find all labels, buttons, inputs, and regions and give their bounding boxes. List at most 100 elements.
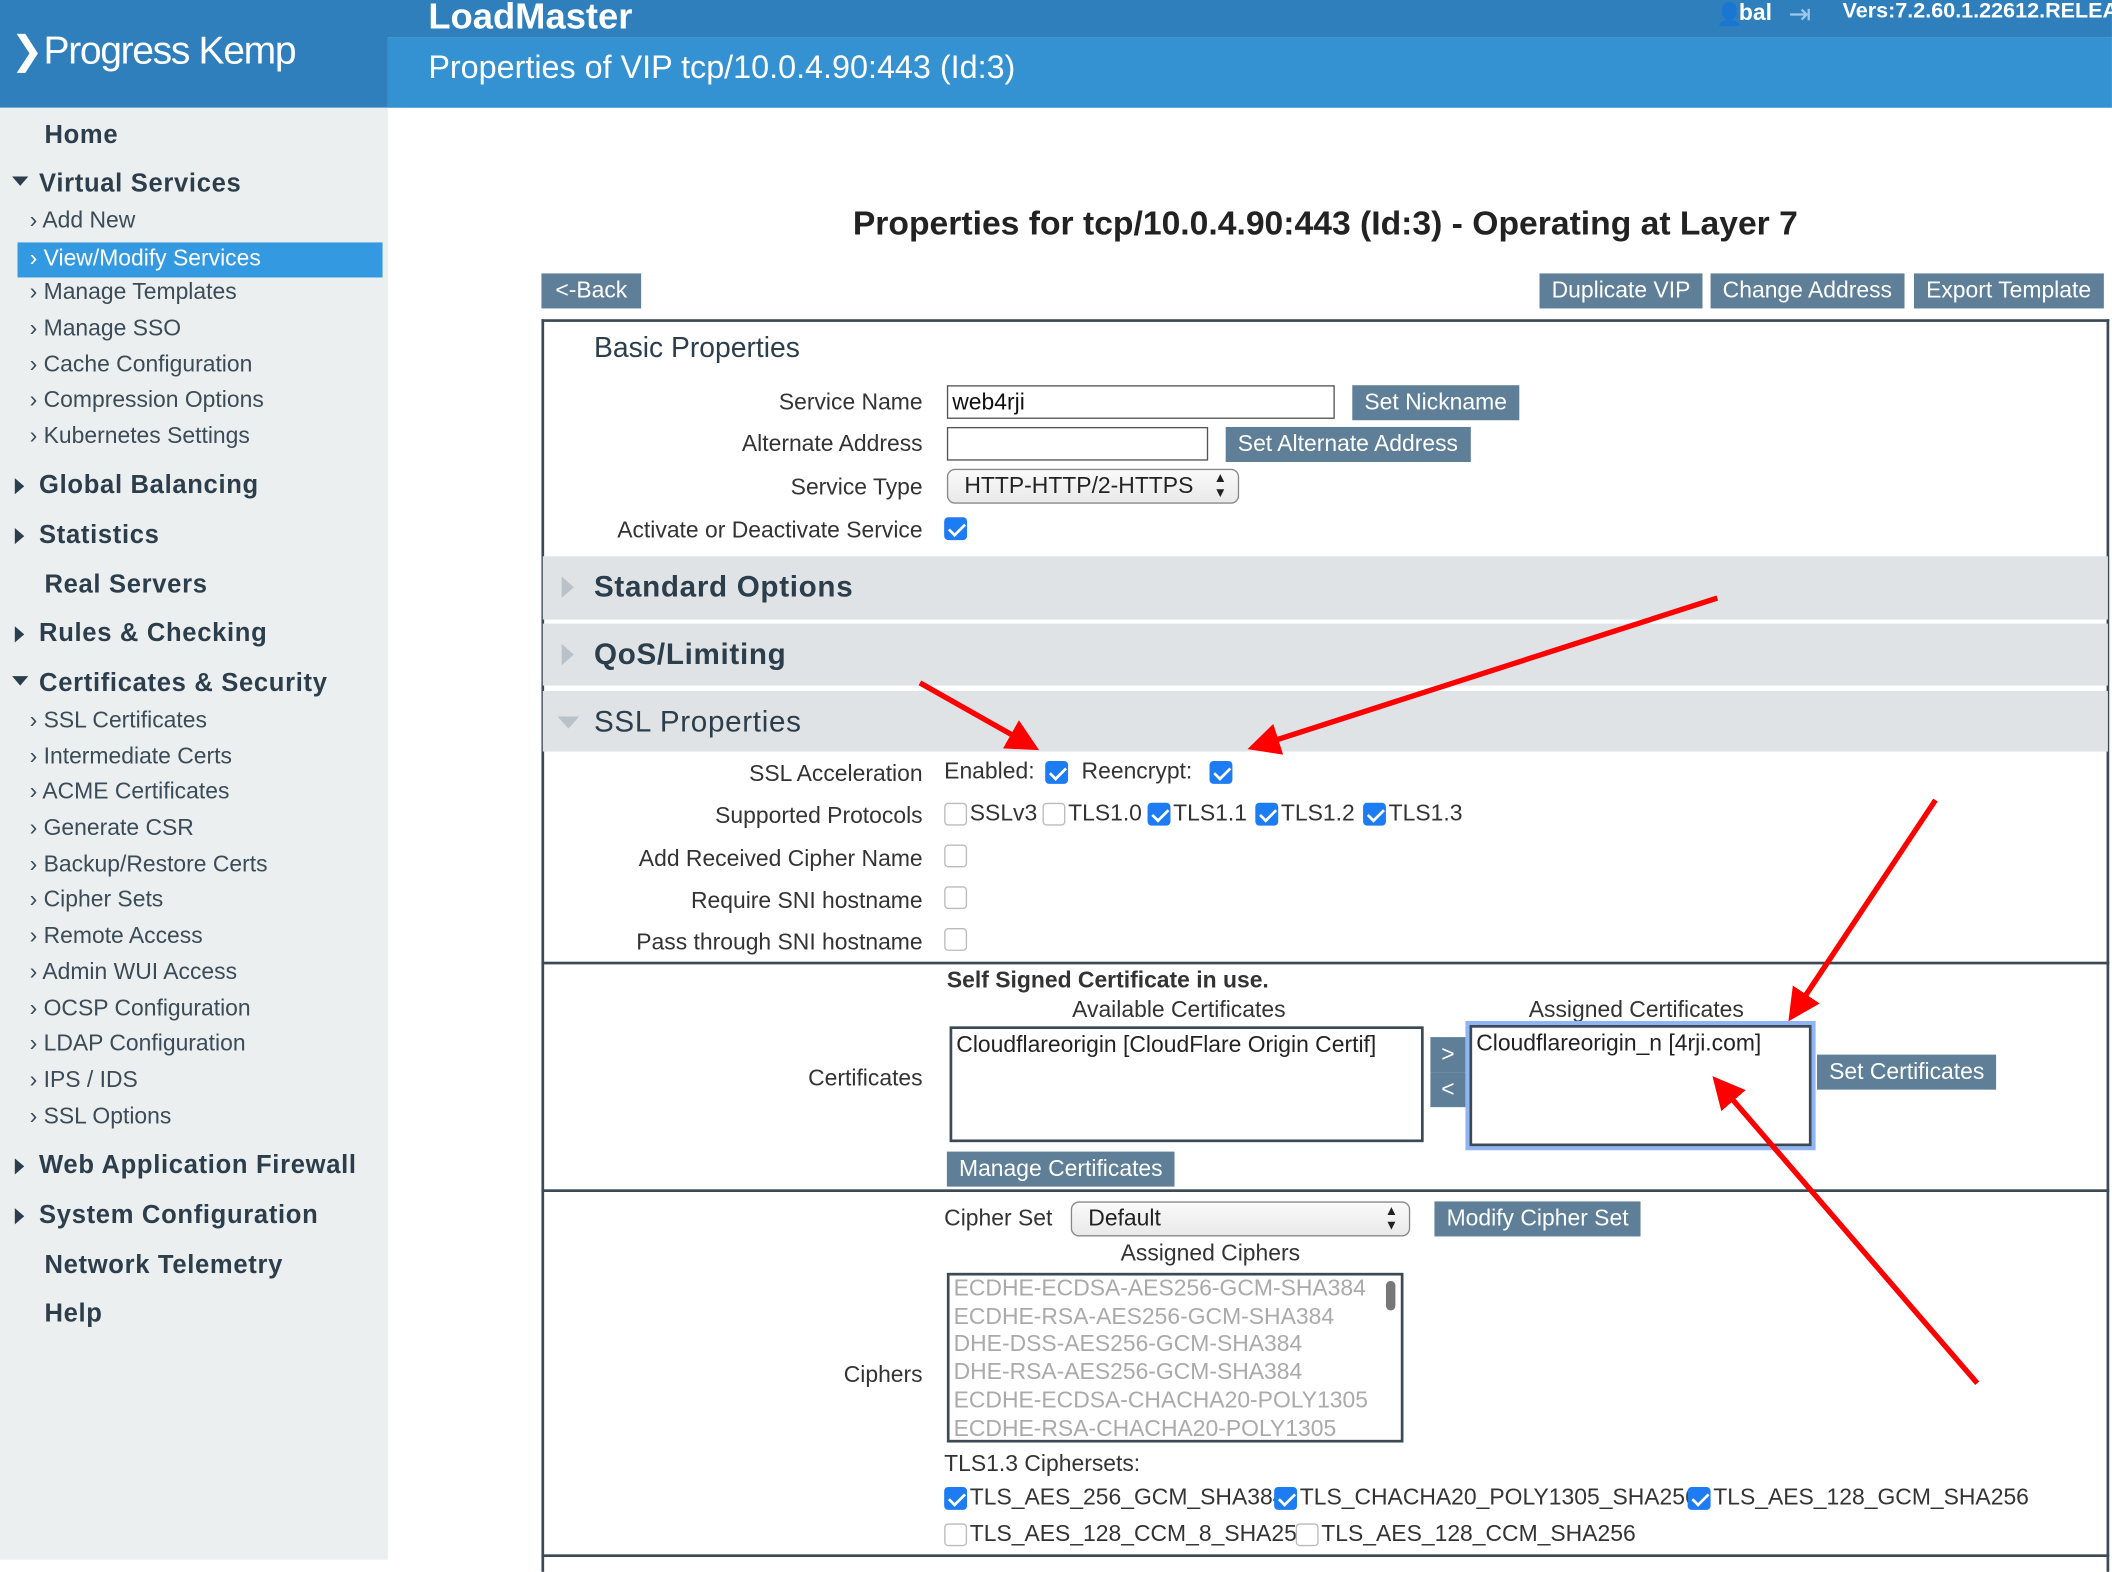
set-alternate-address-button[interactable]: Set Alternate Address (1225, 426, 1471, 462)
move-right-button[interactable]: > (1430, 1037, 1466, 1073)
sidebar-item[interactable]: Certificates & Security (39, 669, 328, 699)
tls13-cipher-checkbox[interactable] (1687, 1486, 1711, 1510)
sidebar-item[interactable]: › View/Modify Services (17, 242, 383, 278)
list-item[interactable]: ECDHE-RSA-AES256-GCM-SHA384 (953, 1303, 1335, 1329)
require-sni-checkbox[interactable] (944, 886, 968, 910)
service-name-input[interactable] (946, 385, 1335, 419)
reencrypt-label: Reencrypt: (1081, 758, 1193, 784)
assigned-certs-label: Assigned Certificates (1528, 996, 1744, 1023)
alternate-address-input[interactable] (946, 426, 1209, 461)
list-item[interactable]: ECDHE-RSA-CHACHA20-POLY1305 (953, 1414, 1337, 1441)
sidebar-item[interactable]: › Generate CSR (30, 815, 194, 842)
manage-certificates-button[interactable]: Manage Certificates (946, 1151, 1175, 1187)
sidebar-item[interactable]: › Cache Configuration (30, 352, 253, 379)
tls13-label: TLS1.3 Ciphersets: (944, 1450, 1141, 1477)
sidebar-item[interactable]: Real Servers (44, 571, 207, 601)
standard-options-section[interactable]: Standard Options (542, 556, 2108, 620)
protocol-checkbox[interactable] (944, 802, 968, 826)
reencrypt-checkbox[interactable] (1209, 760, 1233, 784)
set-nickname-button[interactable]: Set Nickname (1352, 385, 1520, 421)
assigned-ciphers-list[interactable]: ECDHE-ECDSA-AES256-GCM-SHA384 ECDHE-RSA-A… (946, 1272, 1404, 1443)
sidebar-item[interactable]: › Kubernetes Settings (30, 423, 250, 450)
sidebar-item[interactable]: Rules & Checking (39, 620, 267, 650)
sidebar-item[interactable]: › Admin WUI Access (30, 959, 237, 986)
scrollbar[interactable] (1385, 1280, 1396, 1311)
sidebar-item[interactable]: › ACME Certificates (30, 779, 230, 806)
sidebar-item[interactable]: Help (44, 1300, 102, 1330)
pass-sni-checkbox[interactable] (944, 928, 968, 951)
sidebar-item[interactable]: › Compression Options (30, 387, 264, 414)
sidebar-item[interactable]: Home (44, 121, 118, 151)
sidebar-item-label: › Add New (29, 207, 136, 234)
list-item[interactable]: ECDHE-ECDSA-AES256-GCM-SHA384 (953, 1275, 1366, 1302)
sidebar-item[interactable]: › OCSP Configuration (30, 995, 251, 1022)
list-item[interactable]: DHE-RSA-AES256-GCM-SHA384 (953, 1359, 1303, 1385)
export-template-button[interactable]: Export Template (1913, 273, 2104, 309)
caret-right-icon[interactable] (14, 1158, 25, 1175)
sidebar-item[interactable]: Statistics (39, 521, 160, 551)
cipher-name-checkbox[interactable] (944, 844, 968, 868)
sidebar-item[interactable]: System Configuration (39, 1201, 318, 1231)
ssl-enabled-checkbox[interactable] (1045, 760, 1069, 784)
protocol-label: TLS1.1 (1173, 800, 1247, 826)
qos-section[interactable]: QoS/Limiting (542, 623, 2108, 686)
activate-label: Activate or Deactivate Service (617, 517, 923, 543)
sidebar-item[interactable]: › Remote Access (30, 923, 203, 950)
sidebar-item-label: › Cache Configuration (29, 351, 253, 378)
modify-cipher-set-button[interactable]: Modify Cipher Set (1434, 1201, 1641, 1237)
protocol-checkbox[interactable] (1147, 802, 1171, 826)
sidebar-item-label: Statistics (39, 521, 160, 550)
protocol-checkbox[interactable] (1363, 802, 1386, 826)
logout-icon[interactable]: ⇥ (1788, 0, 1812, 30)
pass-sni-label: Pass through SNI hostname (636, 929, 923, 955)
sidebar-item[interactable]: Web Application Firewall (39, 1152, 357, 1182)
protocol-checkbox[interactable] (1042, 802, 1066, 826)
caret-right-icon[interactable] (14, 626, 25, 643)
caret-right-icon[interactable] (14, 478, 25, 495)
sidebar-item[interactable]: › Intermediate Certs (30, 743, 232, 770)
sidebar-item-label: › Kubernetes Settings (29, 422, 250, 449)
sidebar-item[interactable]: › IPS / IDS (30, 1067, 138, 1094)
service-type-select[interactable]: HTTP-HTTP/2-HTTPS ▲ ▼ (946, 468, 1240, 504)
sidebar-item[interactable]: › Backup/Restore Certs (30, 851, 268, 878)
sidebar-item[interactable]: › SSL Options (30, 1103, 172, 1130)
caret-down-icon[interactable] (12, 676, 29, 686)
sidebar-item-label: Home (44, 121, 119, 150)
list-item[interactable]: Cloudflareorigin [CloudFlare Origin Cert… (956, 1031, 1377, 1058)
back-button[interactable]: <-Back (541, 273, 642, 309)
sidebar-item[interactable]: › Cipher Sets (30, 886, 164, 913)
sidebar-item[interactable]: Global Balancing (39, 471, 259, 501)
tls13-cipher-checkbox[interactable] (944, 1486, 968, 1510)
sidebar-item-label: › Manage Templates (29, 278, 237, 305)
move-left-button[interactable]: < (1430, 1072, 1466, 1108)
change-address-button[interactable]: Change Address (1710, 273, 1905, 309)
duplicate-vip-button[interactable]: Duplicate VIP (1539, 273, 1703, 309)
sidebar-item[interactable]: › Manage Templates (30, 279, 237, 306)
protocol-checkbox[interactable] (1255, 802, 1279, 826)
set-certificates-button[interactable]: Set Certificates (1816, 1054, 1997, 1090)
sidebar-item[interactable]: Network Telemetry (44, 1251, 283, 1281)
sidebar-item[interactable]: › Add New (30, 207, 136, 234)
sidebar-item[interactable]: › LDAP Configuration (30, 1030, 246, 1057)
tls13-cipher-checkbox[interactable] (1274, 1486, 1298, 1510)
sidebar-item-label: › SSL Certificates (29, 707, 207, 733)
ssl-properties-section[interactable]: SSL Properties (542, 690, 2108, 752)
caret-down-icon[interactable] (12, 176, 29, 186)
sidebar-item[interactable]: › Manage SSO (30, 315, 181, 342)
tls13-cipher-checkbox[interactable] (944, 1523, 968, 1547)
tls13-cipher-checkbox[interactable] (1295, 1523, 1319, 1547)
list-item[interactable]: ECDHE-ECDSA-CHACHA20-POLY1305 (953, 1387, 1369, 1413)
available-certs-list[interactable]: Cloudflareorigin [CloudFlare Origin Cert… (949, 1026, 1424, 1143)
sidebar-item[interactable]: Virtual Services (39, 170, 241, 200)
list-item[interactable]: DHE-DSS-AES256-GCM-SHA384 (953, 1331, 1303, 1357)
alternate-address-label: Alternate Address (741, 431, 923, 457)
require-sni-label: Require SNI hostname (690, 887, 923, 914)
caret-right-icon[interactable] (14, 527, 25, 545)
sidebar-item[interactable]: › SSL Certificates (30, 707, 207, 734)
cipher-set-select[interactable]: Default ▲ ▼ (1070, 1201, 1411, 1237)
assigned-certs-list[interactable]: Cloudflareorigin_n [4rji.com] (1469, 1024, 1812, 1147)
activate-checkbox[interactable] (944, 517, 968, 541)
list-item[interactable]: Cloudflareorigin_n [4rji.com] (1476, 1030, 1762, 1056)
user-name[interactable]: bal (1738, 0, 1772, 26)
caret-right-icon[interactable] (14, 1208, 25, 1225)
